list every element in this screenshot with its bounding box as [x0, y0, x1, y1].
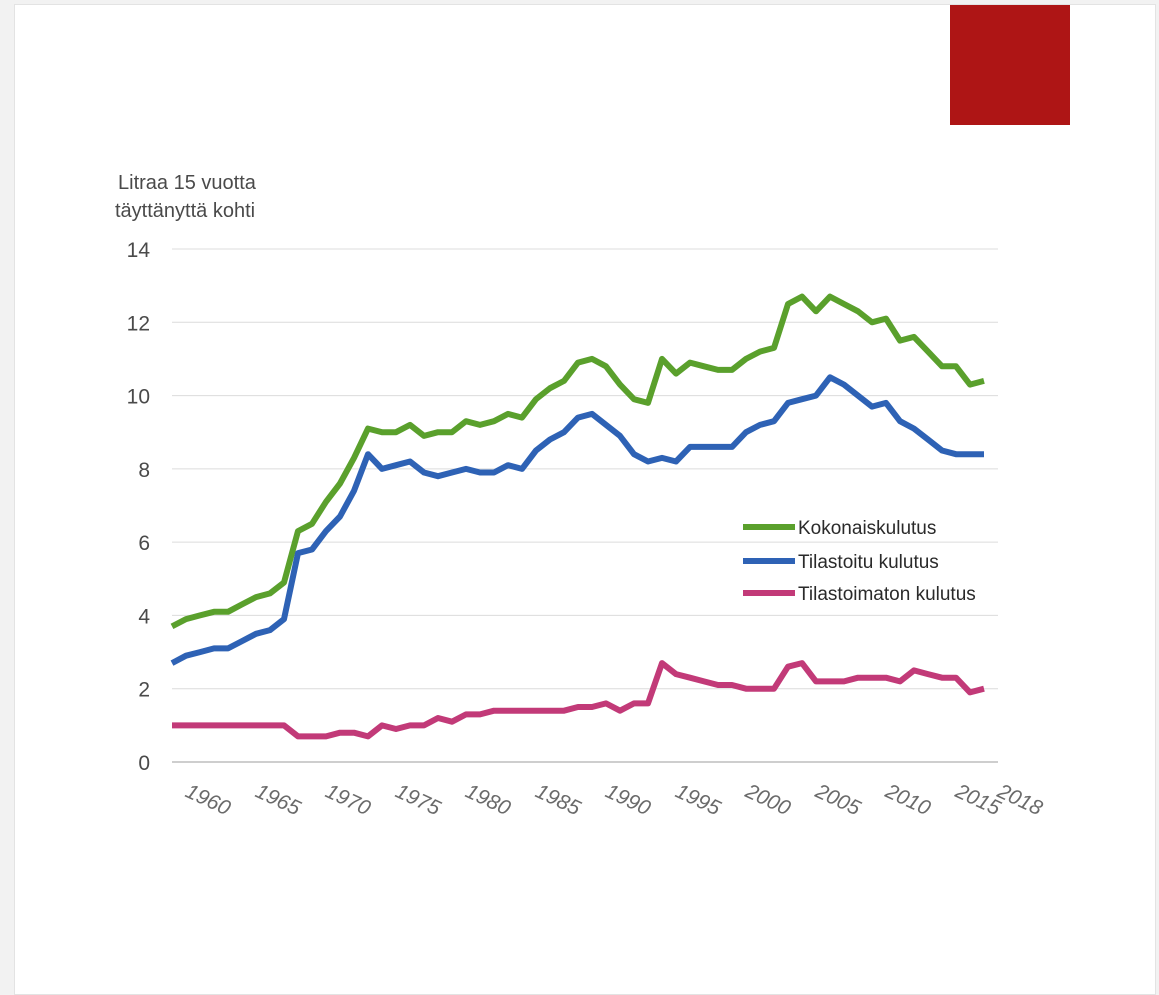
legend-item: Tilastoimaton kulutus	[743, 584, 976, 605]
x-tick-label: 2010	[881, 779, 934, 820]
series-line	[172, 660, 985, 740]
x-tick-label: 2005	[811, 779, 864, 820]
x-tick-label: 1995	[672, 780, 724, 821]
y-tick-label: 12	[127, 312, 150, 335]
legend: Kokonaiskulutus Tilastoitu kulutus Tilasto…	[743, 518, 976, 605]
y-tick-labels: 0 2 4 6 8 10 12 14	[127, 239, 151, 775]
accent-block	[950, 5, 1070, 125]
x-tick-label: 1985	[532, 780, 584, 821]
y-tick-label: 2	[138, 679, 150, 702]
y-tick-label: 6	[138, 532, 150, 555]
y-axis-label-line-2: täyttänyttä kohti	[115, 200, 255, 222]
y-axis-label: Litraa 15 vuotta täyttänyttä kohti	[115, 172, 257, 222]
series-line	[170, 374, 984, 666]
x-tick-label: 1960	[182, 780, 234, 821]
legend-item: Kokonaiskulutus	[743, 518, 936, 539]
x-tick-labels: 1960 1965 1970 1975 1980 1985 1990 1995 2000 2005…	[182, 779, 1046, 820]
x-tick-label: 1975	[392, 780, 444, 821]
legend-label: Kokonaiskulutus	[798, 518, 936, 539]
y-tick-label: 10	[127, 386, 150, 409]
y-tick-label: 14	[127, 239, 151, 262]
slide	[14, 4, 1156, 995]
x-tick-label: 1970	[322, 780, 374, 821]
legend-label: Tilastoitu kulutus	[798, 552, 939, 573]
legend-label: Tilastoimaton kulutus	[798, 584, 976, 605]
y-axis-label-line-1: Litraa 15 vuotta	[118, 172, 257, 194]
x-tick-label: 1965	[252, 780, 304, 821]
x-tick-label: 2018	[993, 779, 1046, 820]
y-tick-label: 4	[138, 605, 150, 628]
series-line	[170, 293, 985, 630]
gridlines	[172, 248, 998, 763]
series-lines	[170, 293, 985, 740]
y-tick-label: 0	[138, 752, 150, 775]
y-tick-label: 8	[138, 459, 150, 482]
x-tick-label: 2000	[741, 779, 794, 820]
legend-item: Tilastoitu kulutus	[743, 552, 939, 573]
x-tick-label: 1990	[602, 780, 654, 821]
x-tick-label: 1980	[462, 780, 514, 821]
